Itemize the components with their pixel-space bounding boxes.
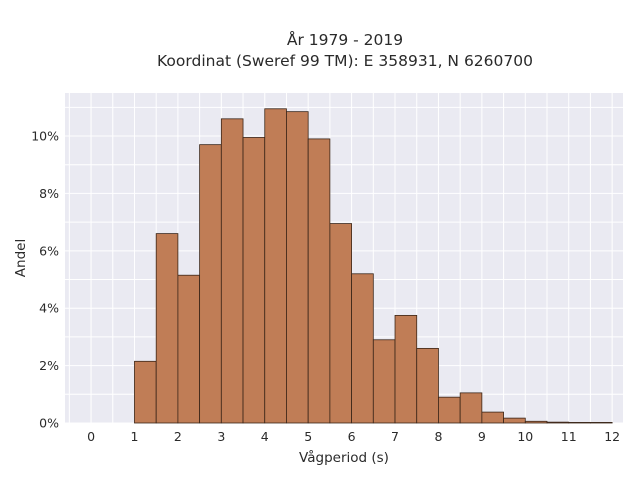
histogram-bar bbox=[503, 417, 526, 424]
x-tick-label: 7 bbox=[391, 429, 399, 444]
chart-title-line2: Koordinat (Sweref 99 TM): E 358931, N 62… bbox=[157, 52, 533, 70]
histogram-bar bbox=[459, 392, 483, 424]
x-tick-label: 10 bbox=[517, 429, 533, 444]
histogram-bar bbox=[416, 347, 439, 424]
histogram-bar bbox=[394, 314, 418, 424]
histogram-bars bbox=[134, 108, 613, 424]
histogram-bar bbox=[438, 396, 461, 424]
histogram-bar bbox=[568, 422, 591, 424]
x-axis-tick-labels: 0 1 2 3 4 5 6 7 8 9 10 11 12 bbox=[87, 429, 620, 444]
x-tick-label: 2 bbox=[174, 429, 182, 444]
histogram-bar bbox=[134, 360, 157, 424]
x-tick-label: 0 bbox=[87, 429, 95, 444]
histogram-bar bbox=[307, 138, 331, 424]
x-tick-label: 3 bbox=[217, 429, 225, 444]
y-tick-label: 2% bbox=[39, 358, 59, 373]
histogram-bar bbox=[590, 422, 613, 424]
y-axis-tick-labels: 0% 2% 4% 6% 8% 10% bbox=[31, 129, 59, 431]
histogram-bar bbox=[199, 144, 222, 424]
x-tick-label: 5 bbox=[304, 429, 312, 444]
histogram-bar bbox=[177, 274, 201, 424]
histogram-bar bbox=[546, 421, 570, 424]
y-axis-label: Andel bbox=[13, 239, 29, 277]
histogram-bar bbox=[155, 233, 179, 424]
y-tick-label: 8% bbox=[39, 186, 59, 201]
histogram-bar bbox=[286, 111, 309, 424]
chart-title-line1: År 1979 - 2019 bbox=[287, 30, 403, 49]
x-tick-label: 12 bbox=[604, 429, 620, 444]
histogram-bar bbox=[242, 137, 266, 424]
histogram-bar bbox=[329, 223, 352, 424]
histogram-bar bbox=[524, 420, 548, 424]
histogram-bar bbox=[351, 273, 374, 424]
y-tick-label: 6% bbox=[39, 243, 59, 258]
x-tick-label: 11 bbox=[561, 429, 577, 444]
y-tick-label: 0% bbox=[39, 416, 59, 431]
y-tick-label: 4% bbox=[39, 301, 59, 316]
histogram-bar bbox=[220, 118, 244, 424]
x-tick-label: 4 bbox=[261, 429, 269, 444]
x-tick-label: 8 bbox=[434, 429, 442, 444]
y-tick-label: 10% bbox=[31, 129, 59, 144]
x-axis-label: Vågperiod (s) bbox=[299, 449, 389, 466]
histogram-bar bbox=[372, 339, 396, 424]
x-tick-label: 1 bbox=[131, 429, 139, 444]
x-tick-label: 9 bbox=[478, 429, 486, 444]
histogram-bar bbox=[264, 108, 287, 424]
histogram-bar bbox=[481, 411, 504, 424]
x-tick-label: 6 bbox=[348, 429, 356, 444]
